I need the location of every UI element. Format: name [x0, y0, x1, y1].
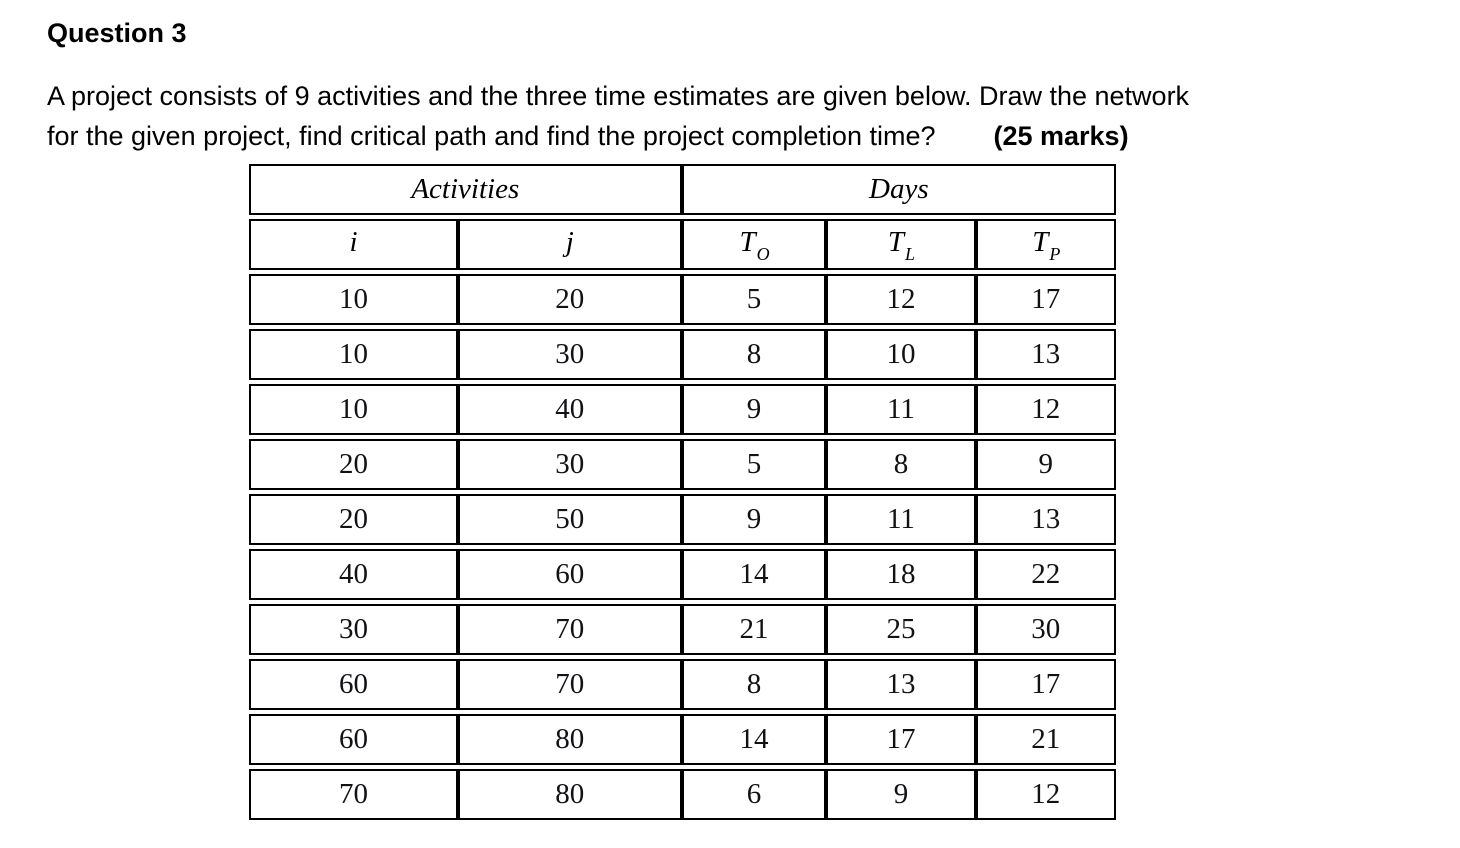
table-row: 60 70 8 13 17	[249, 659, 1116, 710]
col-header-to-sub: O	[756, 243, 770, 264]
table-cell: 80	[457, 714, 682, 765]
table-cell: 50	[457, 494, 682, 545]
table-cell: 9	[975, 439, 1116, 490]
table-cell: 11	[826, 384, 976, 435]
table-cell: 10	[249, 384, 458, 435]
question-text-line2: for the given project, find critical pat…	[47, 121, 1129, 151]
table-cell: 17	[826, 714, 976, 765]
table-cell: 9	[681, 494, 827, 545]
col-header-i: i	[249, 219, 458, 270]
table-cell: 70	[457, 659, 682, 710]
table-cell: 12	[975, 769, 1116, 820]
col-header-j-label: j	[565, 226, 574, 259]
table-row: 60 80 14 17 21	[249, 714, 1116, 765]
col-header-tl-sub: L	[905, 243, 916, 264]
table-row: 40 60 14 18 22	[249, 549, 1116, 600]
table-cell: 25	[826, 604, 976, 655]
table-cell: 17	[975, 659, 1116, 710]
question-text: A project consists of 9 activities and t…	[47, 76, 1407, 156]
table-cell: 60	[249, 714, 458, 765]
table-cell: 20	[249, 439, 458, 490]
col-header-tp: TP	[975, 219, 1116, 270]
table-cell: 11	[826, 494, 976, 545]
col-header-tp-sub: P	[1049, 243, 1061, 264]
table-row: 10 40 9 11 12	[249, 384, 1116, 435]
table-cell: 13	[975, 329, 1116, 380]
table-cell: 5	[681, 439, 827, 490]
table-cell: 6	[681, 769, 827, 820]
table-cell: 8	[826, 439, 976, 490]
table-cell: 13	[975, 494, 1116, 545]
table-cell: 30	[457, 329, 682, 380]
table-cell: 30	[457, 439, 682, 490]
table-cell: 8	[681, 659, 827, 710]
table-cell: 14	[681, 549, 827, 600]
table-cell: 13	[826, 659, 976, 710]
table-row: 30 70 21 25 30	[249, 604, 1116, 655]
col-header-tp-label: T	[1032, 226, 1049, 259]
time-estimates-table: Activities Days i j TO TL TP 10 20 5 12 …	[249, 160, 1116, 824]
table-row: 10 30 8 10 13	[249, 329, 1116, 380]
table-cell: 8	[681, 329, 827, 380]
marks-label: (25 marks)	[993, 121, 1129, 151]
table-cell: 10	[249, 274, 458, 325]
col-header-tl: TL	[826, 219, 976, 270]
col-header-tl-label: T	[887, 226, 905, 259]
table-cell: 30	[975, 604, 1116, 655]
table-row: 10 20 5 12 17	[249, 274, 1116, 325]
table-cell: 10	[249, 329, 458, 380]
table-cell: 21	[975, 714, 1116, 765]
question-text-line1: A project consists of 9 activities and t…	[47, 81, 1190, 111]
table-cell: 70	[457, 604, 682, 655]
table-cell: 40	[457, 384, 682, 435]
table-cell: 18	[826, 549, 976, 600]
question-text-line2-body: for the given project, find critical pat…	[47, 121, 936, 151]
table-row: 20 30 5 8 9	[249, 439, 1116, 490]
table-cell: 60	[249, 659, 458, 710]
table-row: 70 80 6 9 12	[249, 769, 1116, 820]
table-cell: 17	[975, 274, 1116, 325]
table-cell: 70	[249, 769, 458, 820]
table-cell: 9	[826, 769, 976, 820]
group-header-activities: Activities	[249, 164, 682, 215]
table-cell: 10	[826, 329, 976, 380]
col-header-j: j	[457, 219, 682, 270]
table-cell: 9	[681, 384, 827, 435]
table-cell: 80	[457, 769, 682, 820]
table-cell: 40	[249, 549, 458, 600]
table-cell: 60	[457, 549, 682, 600]
table-cell: 5	[681, 274, 827, 325]
table-cell: 30	[249, 604, 458, 655]
column-header-row: i j TO TL TP	[249, 219, 1116, 270]
group-header-row: Activities Days	[249, 164, 1116, 215]
table-row: 20 50 9 11 13	[249, 494, 1116, 545]
table-cell: 20	[249, 494, 458, 545]
col-header-i-label: i	[349, 226, 358, 259]
table-cell: 20	[457, 274, 682, 325]
group-header-days: Days	[681, 164, 1116, 215]
table-cell: 14	[681, 714, 827, 765]
question-title: Question 3	[47, 18, 187, 48]
table-cell: 22	[975, 549, 1116, 600]
table-cell: 12	[975, 384, 1116, 435]
table-cell: 21	[681, 604, 827, 655]
col-header-to-label: T	[739, 226, 756, 259]
table-cell: 12	[826, 274, 976, 325]
col-header-to: TO	[681, 219, 827, 270]
